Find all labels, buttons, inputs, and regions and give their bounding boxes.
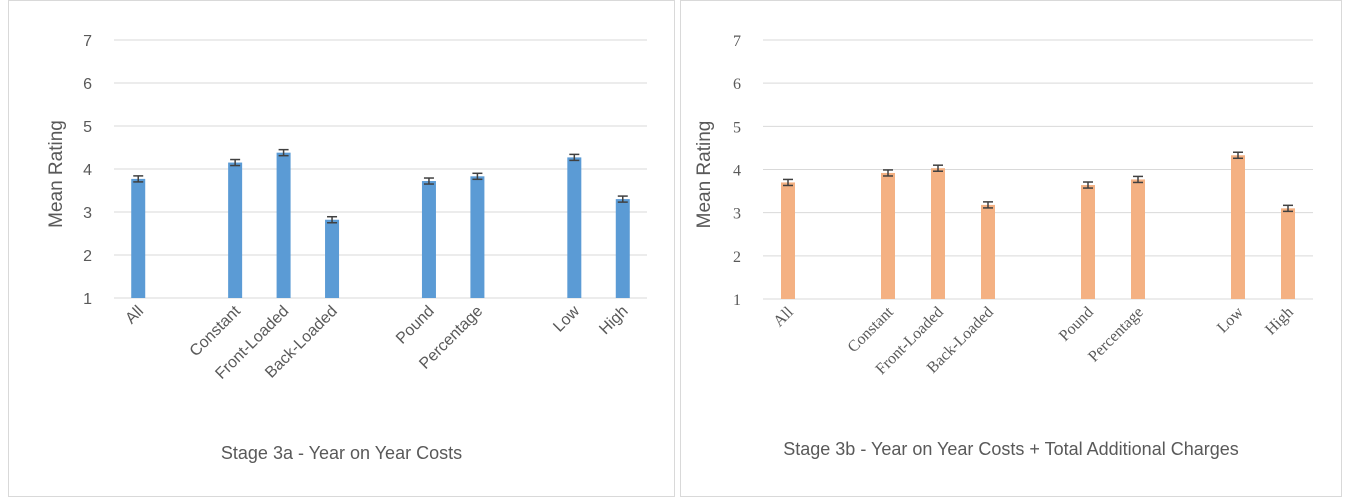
y-tick-label: 3 (83, 205, 92, 222)
bar (131, 178, 146, 298)
bar (228, 162, 243, 298)
error-bar (278, 148, 289, 157)
y-tick-label: 1 (83, 291, 92, 308)
x-tick-label: Low (550, 302, 583, 335)
bar (470, 176, 485, 298)
x-tick-label: Pound (1056, 304, 1097, 345)
chart-title: Stage 3b - Year on Year Costs + Total Ad… (783, 439, 1239, 459)
bar (981, 204, 995, 299)
y-tick-label: 6 (733, 76, 741, 93)
y-tick-label: 2 (733, 249, 741, 266)
error-bar (1233, 151, 1243, 160)
y-tick-label: 7 (83, 33, 92, 50)
error-bar (883, 169, 893, 177)
bar (421, 181, 436, 298)
error-bar (230, 158, 241, 167)
bar (1081, 185, 1095, 299)
x-tick-label: Pound (393, 303, 438, 348)
y-axis-title: Mean Rating (694, 121, 715, 229)
bar (1131, 179, 1145, 299)
x-tick-label: All (770, 303, 797, 330)
error-bar (472, 172, 483, 181)
error-bar (423, 177, 434, 185)
x-tick-label: Low (1214, 303, 1247, 336)
error-bar (783, 178, 793, 187)
error-bar (933, 164, 943, 172)
chart-title: Stage 3a - Year on Year Costs (220, 443, 463, 463)
y-tick-label: 1 (733, 292, 741, 309)
y-axis-title: Mean Rating (46, 120, 67, 228)
error-bar (1283, 204, 1293, 213)
chart-title-box: Stage 3a - Year on Year Costs (220, 443, 463, 463)
bar (1231, 155, 1245, 299)
bar (325, 219, 340, 298)
y-tick-label: 6 (83, 76, 92, 93)
bar (781, 182, 795, 299)
error-bar (1083, 181, 1093, 189)
bar (567, 157, 582, 298)
y-tick-label: 4 (83, 162, 92, 179)
error-bar (983, 201, 993, 209)
y-tick-label: 7 (733, 33, 741, 50)
error-bar (617, 195, 628, 203)
y-tick-label: 5 (733, 119, 741, 136)
x-tick-label: High (1262, 304, 1297, 339)
error-bar (1133, 175, 1143, 184)
bar (1281, 208, 1295, 299)
x-tick-label: High (596, 303, 631, 338)
bar (881, 172, 895, 299)
y-tick-label: 3 (733, 206, 741, 223)
y-tick-label: 4 (733, 163, 741, 180)
error-bar (133, 175, 144, 183)
chart-title-box: Stage 3b - Year on Year Costs + Total Ad… (783, 439, 1239, 459)
error-bar (569, 153, 580, 162)
x-tick-label: All (122, 303, 147, 328)
y-tick-label: 5 (83, 119, 92, 136)
bar (931, 168, 945, 299)
bar (615, 199, 630, 298)
y-tick-label: 2 (83, 248, 92, 265)
x-tick-label: Percentage (1085, 304, 1147, 366)
bar (276, 152, 291, 298)
error-bar (327, 215, 338, 224)
